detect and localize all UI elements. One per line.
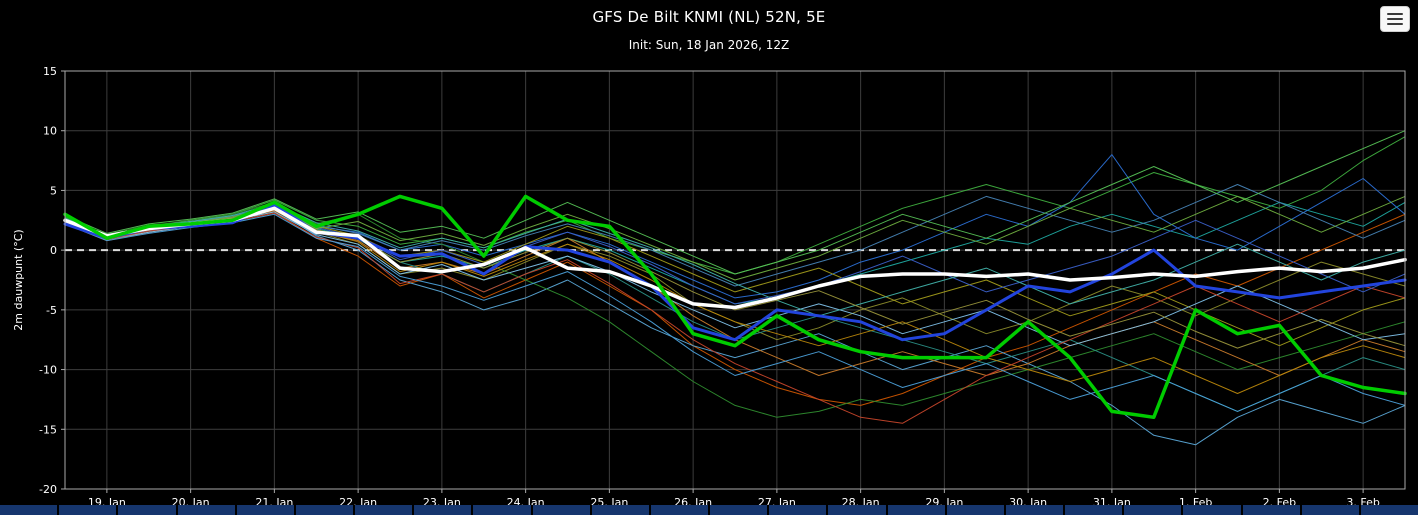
- x-axis-label: 2. Feb: [1263, 496, 1296, 505]
- x-axis-label: 31. Jan: [1093, 496, 1131, 505]
- bottom-bar-cell[interactable]: [1065, 505, 1123, 515]
- bottom-bar-cell[interactable]: [473, 505, 531, 515]
- x-axis-label: 23. Jan: [423, 496, 461, 505]
- y-axis-label: -20: [39, 483, 57, 496]
- y-axis-label: 15: [43, 65, 57, 78]
- bottom-bar-cell[interactable]: [1242, 505, 1300, 515]
- bottom-bar-cell[interactable]: [59, 505, 117, 515]
- bottom-bar-cell[interactable]: [887, 505, 945, 515]
- bottom-bar-cell[interactable]: [177, 505, 235, 515]
- y-axis-label: -5: [46, 304, 57, 317]
- ensemble-member-line: [64, 203, 1406, 317]
- y-axis-label: -10: [39, 364, 57, 377]
- chart-menu-button[interactable]: [1380, 6, 1410, 32]
- y-axis-label: 5: [50, 184, 57, 197]
- bottom-bar-cell[interactable]: [355, 505, 413, 515]
- control_run-line: [63, 203, 1407, 342]
- bottom-bar-cell[interactable]: [414, 505, 472, 515]
- bottom-bar-cell[interactable]: [1301, 505, 1359, 515]
- bottom-bar-cell[interactable]: [1005, 505, 1064, 515]
- bottom-bar-cell[interactable]: [1183, 505, 1241, 515]
- x-axis-label: 3. Feb: [1346, 496, 1379, 505]
- operational_run-line: [63, 194, 1407, 420]
- x-axis-label: 24. Jan: [507, 496, 545, 505]
- chart-subtitle: Init: Sun, 18 Jan 2026, 12Z: [628, 38, 790, 52]
- hamburger-icon: [1387, 13, 1403, 15]
- bottom-bar-cell[interactable]: [0, 505, 58, 515]
- x-axis-label: 19. Jan: [88, 496, 126, 505]
- bottom-bar-cell[interactable]: [118, 505, 176, 515]
- ensemble-member-line: [64, 210, 1406, 376]
- x-axis-label: 29. Jan: [925, 496, 963, 505]
- ensemble-member-line: [64, 209, 1406, 446]
- x-axis-label: 27. Jan: [758, 496, 796, 505]
- plot-frame: [64, 70, 1406, 490]
- bottom-bar-cell[interactable]: [295, 505, 354, 515]
- bottom-bar-cell[interactable]: [1124, 505, 1182, 515]
- x-axis-label: 25. Jan: [590, 496, 628, 505]
- bottom-bar-cell[interactable]: [650, 505, 709, 515]
- bottom-bar-cell[interactable]: [532, 505, 590, 515]
- bottom-bar-cell[interactable]: [591, 505, 649, 515]
- ensemble-member-line: [64, 209, 1406, 394]
- bottom-bar-cell[interactable]: [769, 505, 827, 515]
- chart-title: GFS De Bilt KNMI (NL) 52N, 5E: [592, 8, 826, 26]
- x-axis-label: 30. Jan: [1009, 496, 1047, 505]
- y-axis-label: 10: [43, 125, 57, 138]
- x-axis-label: 1. Feb: [1179, 496, 1212, 505]
- bottom-bar-cell[interactable]: [236, 505, 294, 515]
- ensemble_mean-line: [63, 206, 1407, 310]
- ensemble-member-line: [64, 211, 1406, 347]
- x-axis-label: 26. Jan: [674, 496, 712, 505]
- ensemble-member-line: [64, 184, 1406, 287]
- bottom-bar-cell[interactable]: [946, 505, 1004, 515]
- bottom-bar-cell[interactable]: [710, 505, 768, 515]
- ensemble-member-line: [64, 212, 1406, 424]
- ensemble-member-line: [64, 130, 1406, 275]
- x-axis-label: 22. Jan: [339, 496, 377, 505]
- bottom-nav-bar: [0, 505, 1418, 515]
- bottom-bar-cell[interactable]: [828, 505, 886, 515]
- ensemble-member-line: [64, 213, 1406, 412]
- y-axis-label: 0: [50, 244, 57, 257]
- y-axis-label: -15: [39, 423, 57, 436]
- ensemble-member-line: [64, 207, 1406, 349]
- bottom-bar-cell[interactable]: [1360, 505, 1418, 515]
- x-axis-label: 20. Jan: [172, 496, 210, 505]
- y-axis-title: 2m dauwpunt (°C): [12, 229, 25, 330]
- x-axis-label: 28. Jan: [842, 496, 880, 505]
- x-axis-label: 21. Jan: [255, 496, 293, 505]
